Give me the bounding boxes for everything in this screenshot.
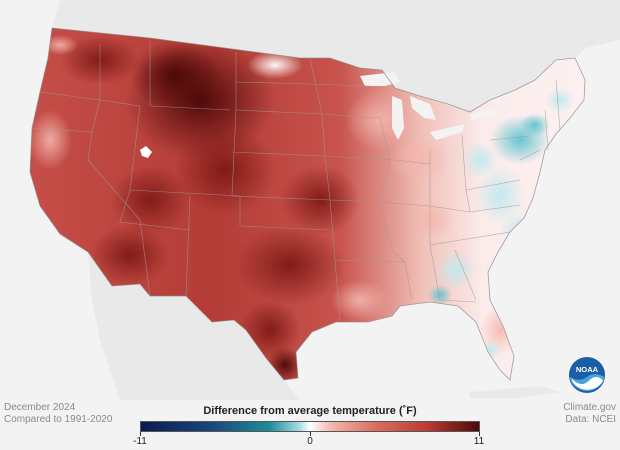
legend-label-max: 11 (473, 436, 485, 447)
state-borders (29, 27, 586, 381)
legend-tick-min (140, 432, 141, 436)
temperature-anomaly-map (0, 0, 620, 400)
data-credit-label: Data: NCEI (565, 414, 616, 425)
legend-tick-max (479, 432, 480, 436)
cuba-land (470, 386, 560, 398)
source-label: Climate.gov (563, 402, 616, 413)
period-label: December 2024 (4, 402, 76, 413)
baja-peninsula (92, 262, 130, 376)
noaa-logo-icon: NOAA (568, 356, 606, 394)
baseline-label: Compared to 1991-2020 (4, 414, 113, 425)
legend-color-bar (140, 421, 480, 432)
great-lakes (360, 72, 495, 140)
legend-label-min: -11 (133, 436, 147, 447)
legend-tick-mid (310, 432, 311, 436)
noaa-logo-text: NOAA (576, 365, 599, 374)
canada-land (0, 0, 620, 112)
legend-label-mid: 0 (307, 436, 313, 447)
mexico-land (88, 252, 300, 400)
anomaly-field (30, 28, 585, 380)
great-salt-lake (140, 146, 152, 158)
legend-title: Difference from average temperature (˚F) (203, 405, 417, 417)
